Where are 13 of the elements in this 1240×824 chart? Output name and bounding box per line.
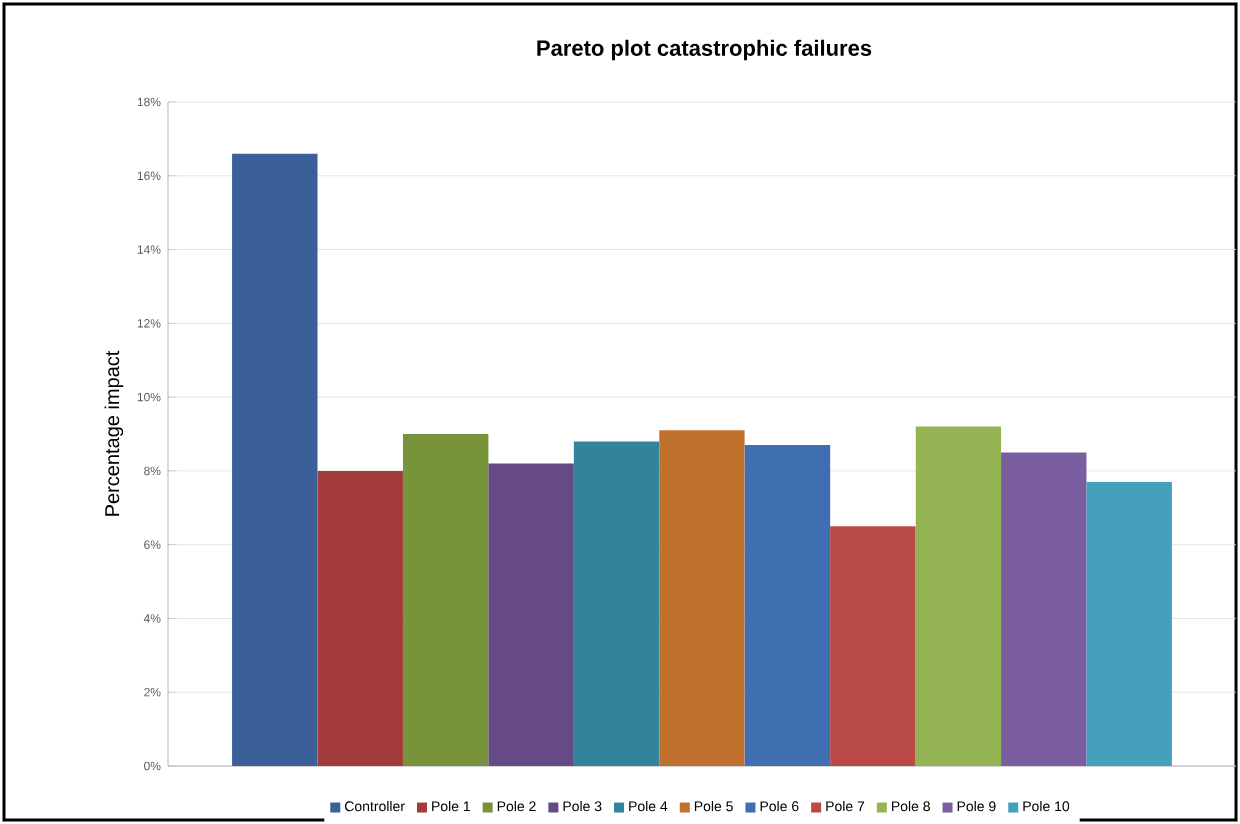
y-axis-title: Percentage impact (104, 350, 124, 516)
bar (744, 445, 831, 766)
bar (232, 153, 318, 766)
bar (402, 434, 489, 766)
bar (1086, 481, 1172, 766)
bar (915, 426, 1002, 766)
bar (573, 441, 660, 766)
bar (659, 430, 745, 766)
bar (317, 470, 403, 766)
bar (830, 526, 916, 766)
bar (488, 463, 574, 766)
chart-title: Pareto plot catastrophic failures (537, 39, 872, 61)
bar (1001, 452, 1087, 766)
